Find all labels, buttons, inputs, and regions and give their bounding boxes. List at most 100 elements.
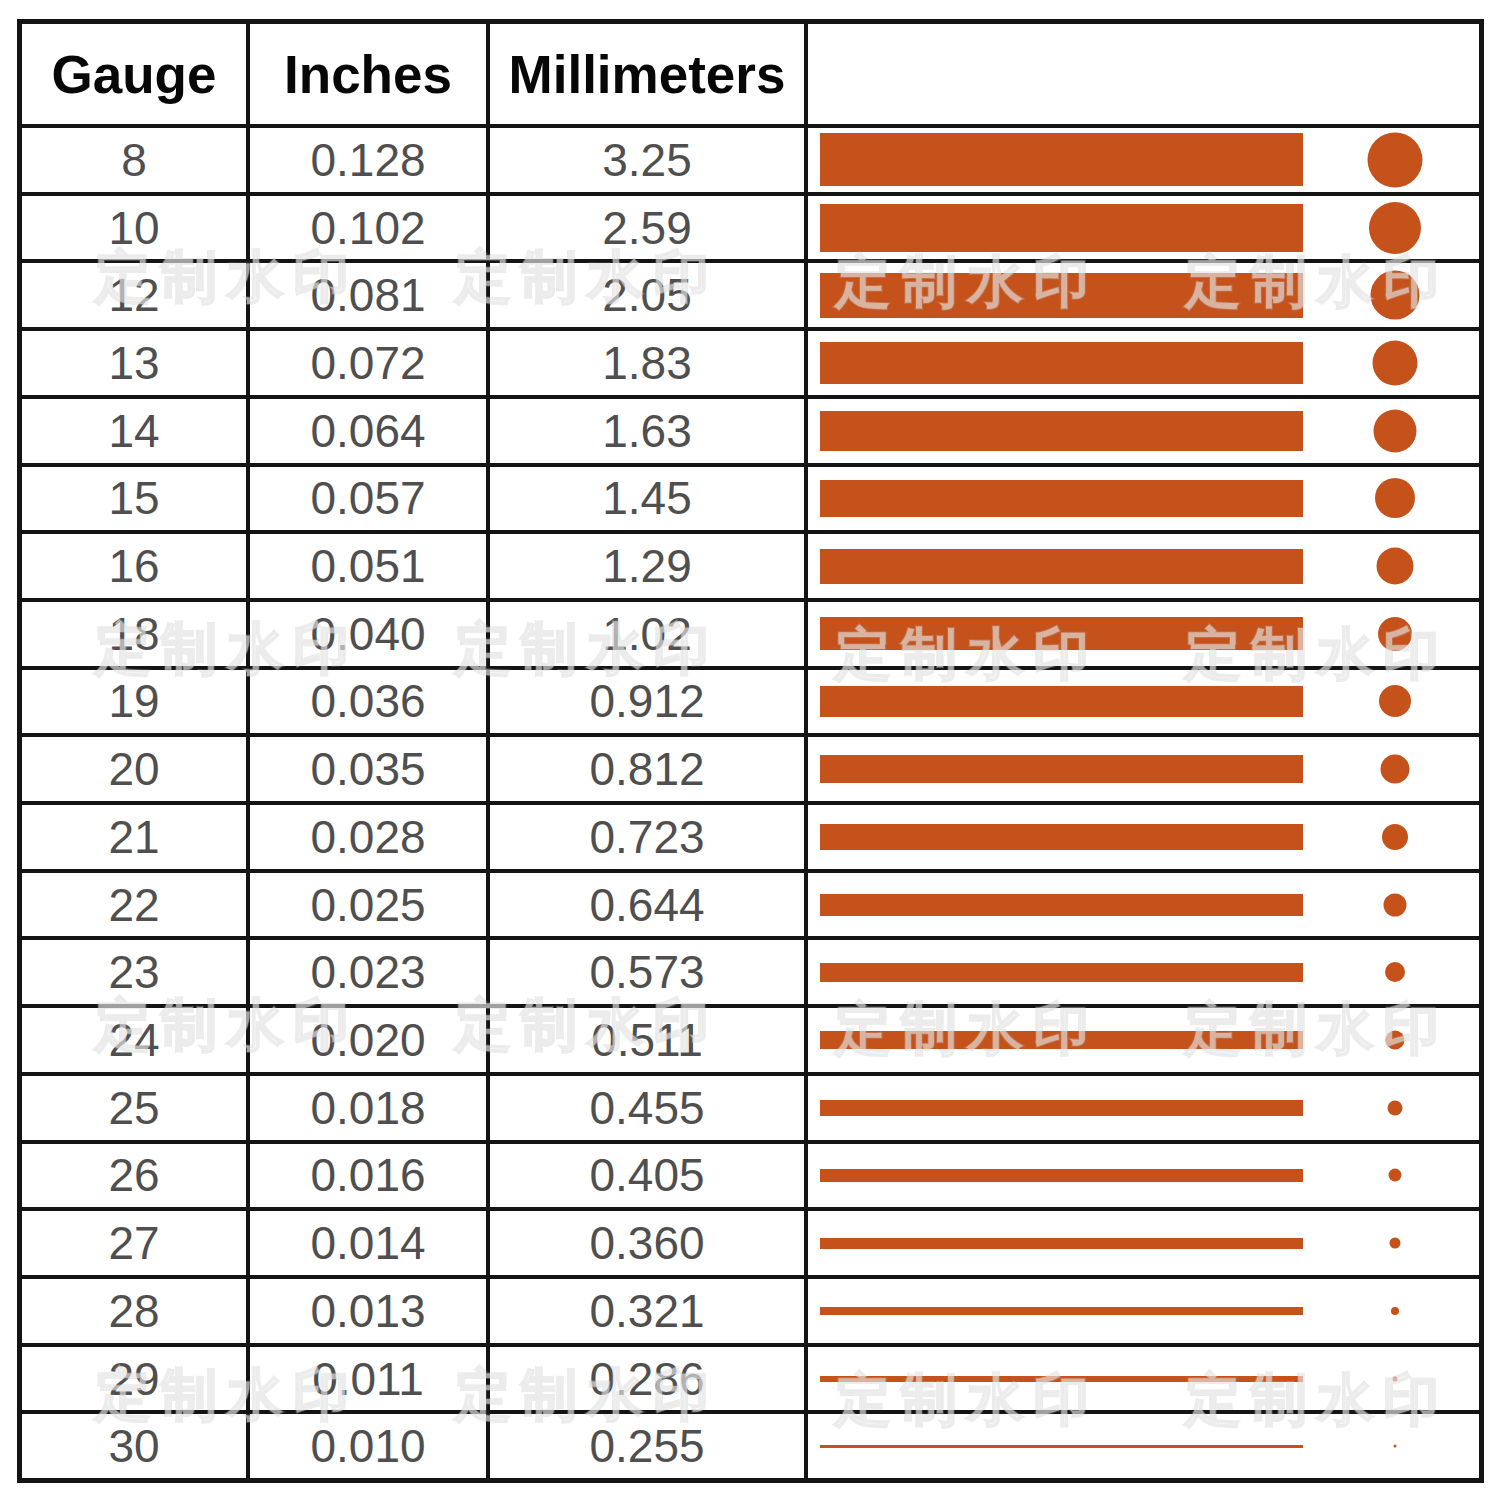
wire-visual-cell [808, 196, 1479, 260]
gauge-value: 18 [22, 602, 250, 666]
wire-visual-cell [808, 399, 1479, 463]
millimeters-value: 0.286 [490, 1347, 808, 1411]
table-row: 8 0.128 3.25 [22, 128, 1479, 196]
millimeters-value: 3.25 [490, 128, 808, 192]
table-row: 28 0.013 0.321 [22, 1279, 1479, 1347]
millimeters-value: 1.45 [490, 467, 808, 531]
table-row: 30 0.010 0.255 [22, 1414, 1479, 1478]
wire-cross-section-dot [1393, 1376, 1398, 1381]
millimeters-value: 1.83 [490, 331, 808, 395]
wire-thickness-bar [820, 894, 1303, 916]
table-row: 16 0.051 1.29 [22, 534, 1479, 602]
wire-cross-section-dot [1382, 824, 1408, 850]
millimeters-value: 0.255 [490, 1414, 808, 1478]
inches-value: 0.018 [250, 1076, 490, 1140]
wire-visual-cell [808, 805, 1479, 869]
inches-value: 0.128 [250, 128, 490, 192]
table-row: 21 0.028 0.723 [22, 805, 1479, 873]
wire-cross-section-dot [1389, 1169, 1402, 1182]
wire-thickness-bar [820, 411, 1303, 451]
gauge-value: 24 [22, 1008, 250, 1072]
table-row: 25 0.018 0.455 [22, 1076, 1479, 1144]
millimeters-value: 0.812 [490, 737, 808, 801]
wire-cross-section-dot [1394, 1445, 1397, 1448]
wire-visual-cell [808, 331, 1479, 395]
wire-visual-cell [808, 1414, 1479, 1478]
wire-gauge-chart: Gauge Inches Millimeters 8 0.128 3.25 10… [0, 0, 1500, 1500]
gauge-value: 30 [22, 1414, 250, 1478]
wire-cross-section-dot [1386, 1030, 1405, 1049]
gauge-value: 23 [22, 940, 250, 1004]
millimeters-value: 0.644 [490, 873, 808, 937]
table-row: 23 0.023 0.573 [22, 940, 1479, 1008]
millimeters-value: 1.29 [490, 534, 808, 598]
wire-cross-section-dot [1385, 962, 1405, 982]
millimeters-value: 2.05 [490, 263, 808, 327]
wire-thickness-bar [820, 204, 1303, 252]
inches-value: 0.102 [250, 196, 490, 260]
wire-cross-section-dot [1377, 548, 1414, 585]
wire-visual-cell [808, 602, 1479, 666]
gauge-value: 12 [22, 263, 250, 327]
header-millimeters: Millimeters [490, 24, 808, 124]
table-row: 14 0.064 1.63 [22, 399, 1479, 467]
table-row: 24 0.020 0.511 [22, 1008, 1479, 1076]
table-row: 29 0.011 0.286 [22, 1347, 1479, 1415]
wire-visual-cell [808, 1144, 1479, 1208]
wire-cross-section-dot [1379, 685, 1411, 717]
wire-visual-cell [808, 263, 1479, 327]
gauge-value: 21 [22, 805, 250, 869]
gauge-value: 22 [22, 873, 250, 937]
wire-thickness-bar [820, 755, 1303, 783]
table-row: 15 0.057 1.45 [22, 467, 1479, 535]
millimeters-value: 0.723 [490, 805, 808, 869]
wire-visual-cell [808, 1076, 1479, 1140]
gauge-value: 28 [22, 1279, 250, 1343]
wire-cross-section-dot [1368, 132, 1423, 187]
inches-value: 0.025 [250, 873, 490, 937]
gauge-value: 29 [22, 1347, 250, 1411]
wire-thickness-bar [820, 686, 1303, 717]
wire-cross-section-dot [1378, 617, 1412, 651]
inches-value: 0.051 [250, 534, 490, 598]
wire-cross-section-dot [1374, 409, 1417, 452]
table-row: 19 0.036 0.912 [22, 670, 1479, 738]
wire-thickness-bar [820, 549, 1303, 584]
inches-value: 0.014 [250, 1211, 490, 1275]
wire-cross-section-dot [1390, 1238, 1401, 1249]
millimeters-value: 1.63 [490, 399, 808, 463]
header-gauge: Gauge [22, 24, 250, 124]
inches-value: 0.035 [250, 737, 490, 801]
gauge-value: 15 [22, 467, 250, 531]
inches-value: 0.081 [250, 263, 490, 327]
wire-visual-cell [808, 1279, 1479, 1343]
wire-thickness-bar [820, 824, 1303, 850]
wire-thickness-bar [820, 617, 1303, 650]
wire-thickness-bar [820, 1307, 1303, 1315]
wire-visual-cell [808, 670, 1479, 734]
wire-thickness-bar [820, 1031, 1303, 1049]
wire-visual-cell [808, 873, 1479, 937]
wire-visual-cell [808, 940, 1479, 1004]
wire-thickness-bar [820, 1100, 1303, 1116]
wire-cross-section-dot [1373, 340, 1418, 385]
gauge-value: 10 [22, 196, 250, 260]
wire-cross-section-dot [1384, 893, 1407, 916]
millimeters-value: 0.912 [490, 670, 808, 734]
wire-cross-section-dot [1375, 478, 1415, 518]
millimeters-value: 0.321 [490, 1279, 808, 1343]
gauge-value: 13 [22, 331, 250, 395]
millimeters-value: 0.360 [490, 1211, 808, 1275]
table-body: 8 0.128 3.25 10 0.102 2.59 12 0.081 2.05… [22, 128, 1479, 1478]
table-row: 27 0.014 0.360 [22, 1211, 1479, 1279]
table-row: 18 0.040 1.02 [22, 602, 1479, 670]
wire-thickness-bar [820, 1238, 1303, 1249]
gauge-value: 25 [22, 1076, 250, 1140]
wire-thickness-bar [820, 1169, 1303, 1182]
table-row: 10 0.102 2.59 [22, 196, 1479, 264]
wire-thickness-bar [820, 963, 1303, 982]
gauge-value: 26 [22, 1144, 250, 1208]
millimeters-value: 0.405 [490, 1144, 808, 1208]
inches-value: 0.010 [250, 1414, 490, 1478]
inches-value: 0.057 [250, 467, 490, 531]
